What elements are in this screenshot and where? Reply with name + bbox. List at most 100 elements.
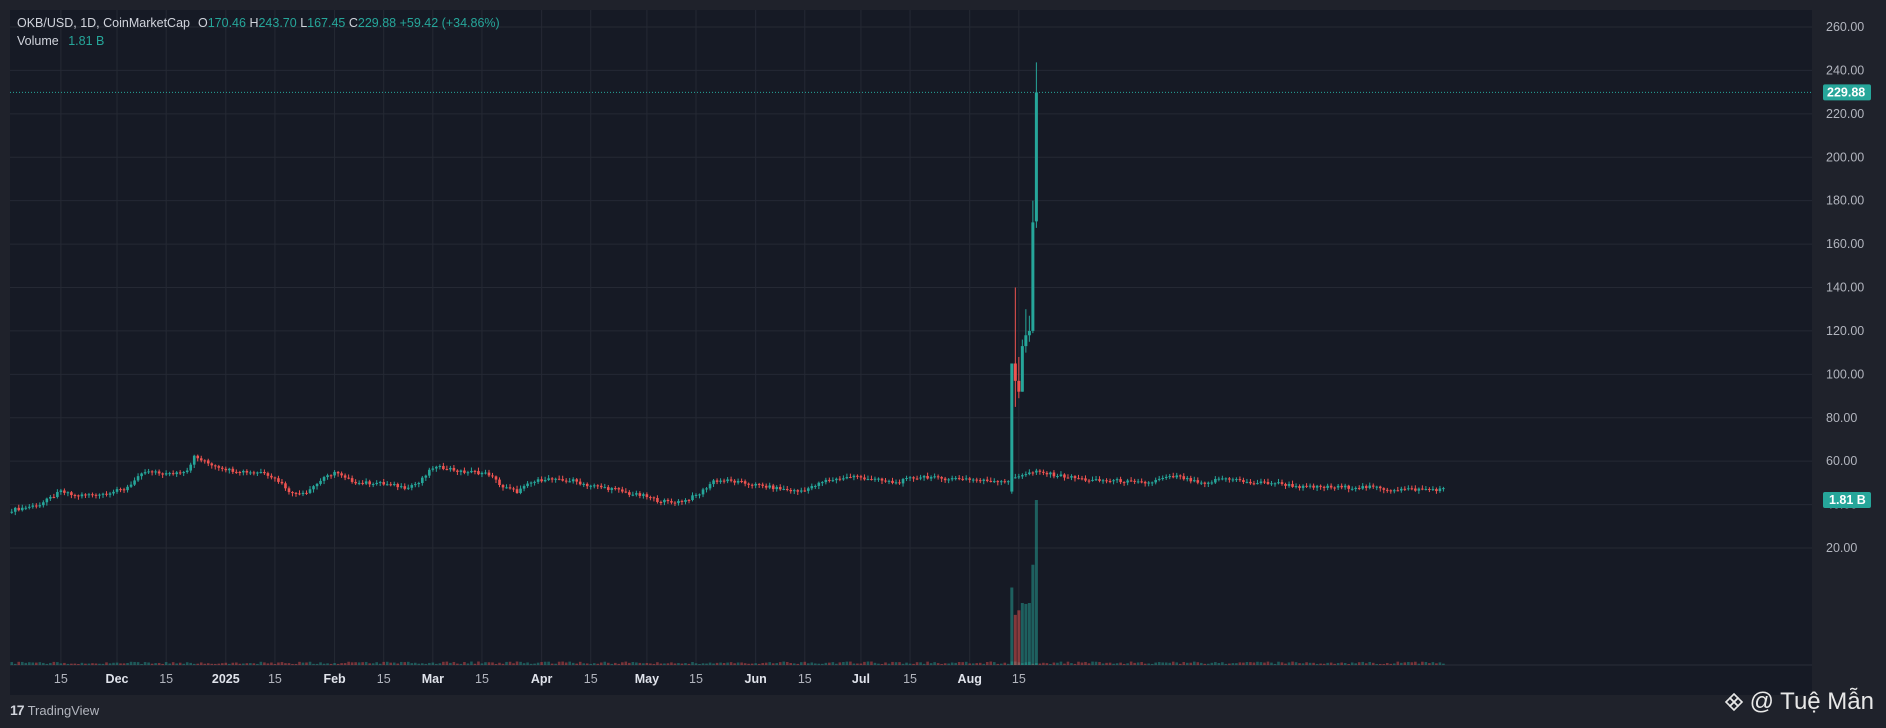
- candle-body: [199, 458, 203, 461]
- time-tick-label: Feb: [323, 672, 346, 686]
- volume-bar: [961, 662, 964, 665]
- candle-body: [645, 494, 649, 498]
- time-tick-label: Dec: [106, 672, 129, 686]
- candle-body: [1014, 477, 1017, 479]
- candle-body: [1136, 481, 1140, 483]
- volume-bar: [38, 662, 42, 665]
- volume-bar: [768, 662, 771, 665]
- candle-body: [578, 481, 582, 485]
- candle-body: [529, 482, 533, 484]
- volume-bar: [456, 663, 459, 665]
- volume-bar: [1073, 663, 1077, 665]
- candle-body: [978, 480, 982, 482]
- volume-bar: [1221, 662, 1224, 665]
- volume-bar: [27, 662, 31, 665]
- candle-body: [1396, 490, 1400, 492]
- candle-body: [694, 494, 698, 496]
- candle-body: [989, 480, 993, 482]
- candle-body: [305, 492, 308, 494]
- volume-bar: [975, 663, 979, 665]
- candle-body: [1407, 488, 1410, 490]
- candle-body: [971, 479, 975, 481]
- candle-body: [617, 488, 621, 490]
- legend-ohlc[interactable]: OKB/USD, 1D, CoinMarketCap O170.46 H243.7…: [17, 16, 500, 30]
- volume-bar: [1003, 662, 1007, 665]
- tradingview-label: TradingView: [27, 702, 100, 718]
- volume-bar: [743, 663, 747, 665]
- volume-bar: [1259, 662, 1263, 665]
- candle-body: [168, 473, 171, 475]
- volume-bar: [589, 663, 593, 665]
- candle-body: [263, 471, 266, 474]
- volume-bar: [536, 662, 540, 665]
- candle-body: [1175, 475, 1179, 478]
- candle-body: [652, 497, 656, 499]
- volume-badge-text: 1.81 B: [1829, 493, 1866, 507]
- volume-bar: [596, 663, 600, 665]
- volume-bar: [856, 663, 859, 665]
- candle-body: [298, 493, 301, 495]
- volume-bar: [1414, 661, 1417, 665]
- candle-body: [242, 470, 245, 473]
- volume-bar: [1108, 662, 1112, 665]
- candle-body: [171, 473, 175, 475]
- tradingview-logo[interactable]: 17 TradingView: [10, 702, 99, 718]
- candle-body: [210, 463, 214, 466]
- volume-bar: [617, 663, 621, 665]
- volume-bar: [347, 661, 350, 665]
- price-axis[interactable]: 260.00 240.00 220.00 200.00 180.00 160.00 140.…: [1826, 20, 1864, 555]
- candle-body: [336, 471, 340, 474]
- candle-body: [333, 471, 336, 476]
- volume-bar: [575, 663, 579, 665]
- low-label: L: [300, 16, 308, 30]
- time-tick-label: 15: [377, 672, 391, 686]
- open-value: 170.46: [207, 16, 246, 30]
- candle-body: [438, 466, 442, 468]
- candle-body: [413, 484, 417, 486]
- candle-body: [950, 478, 954, 480]
- volume-bar: [213, 663, 217, 665]
- volume-bar: [182, 663, 185, 665]
- candle-body: [817, 482, 821, 486]
- close-value: 229.88: [357, 16, 397, 30]
- legend-volume[interactable]: Volume 1.81 B: [17, 34, 104, 48]
- volume-bar: [894, 662, 898, 665]
- candle-body: [810, 486, 814, 489]
- volume-bar: [108, 663, 112, 665]
- volume-bar: [1305, 662, 1308, 665]
- candle-body: [1024, 474, 1028, 476]
- volume-bar: [947, 663, 950, 665]
- candle-body: [1287, 484, 1291, 486]
- candle-body: [519, 488, 522, 494]
- grid-lines: [10, 10, 1812, 666]
- volume-bar: [80, 662, 84, 665]
- volume-bar: [1119, 662, 1122, 665]
- volume-bar: [561, 661, 564, 665]
- candle-body: [347, 477, 350, 479]
- candle-body: [1252, 483, 1256, 485]
- candle-body: [1382, 488, 1386, 490]
- volume-bar: [887, 663, 891, 665]
- candle-body: [435, 466, 438, 469]
- candle-body: [1431, 489, 1435, 491]
- volume-bar: [35, 662, 38, 665]
- volume-bar: [126, 662, 129, 665]
- volume-bar: [810, 662, 814, 665]
- time-axis[interactable]: 15 Dec 15 2025 15 Feb 15 Mar 15 Apr 15 May 15 Jun 15 Ju…: [54, 672, 1026, 686]
- volume-bar: [687, 663, 691, 665]
- candle-body: [1164, 476, 1168, 479]
- volume-bar: [926, 661, 929, 665]
- volume-bar: [1161, 662, 1165, 665]
- volume-bar: [1052, 662, 1056, 665]
- volume-bar: [505, 661, 508, 665]
- volume-bar: [757, 663, 761, 665]
- candle-body: [322, 477, 326, 481]
- volume-bar: [1164, 662, 1168, 665]
- volume-bar: [168, 663, 171, 665]
- symbol-title[interactable]: OKB/USD, 1D, CoinMarketCap: [17, 16, 190, 30]
- candle-body: [406, 487, 410, 489]
- candle-body: [585, 483, 589, 487]
- candle-body: [136, 476, 140, 481]
- volume-bar: [1038, 663, 1042, 665]
